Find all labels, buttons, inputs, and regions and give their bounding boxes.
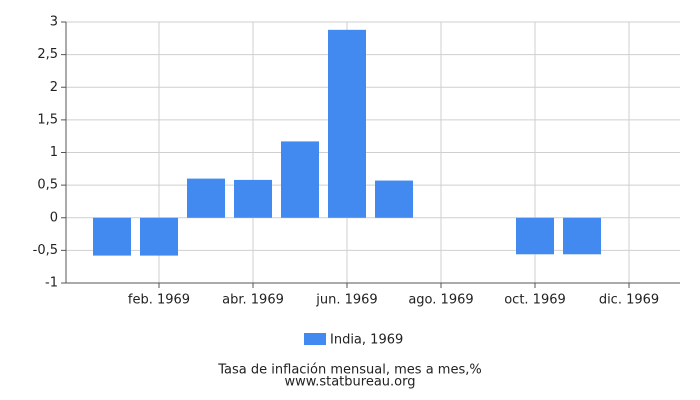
y-tick-label: 1 [50, 145, 58, 160]
y-tick-label: 0,5 [37, 178, 58, 193]
bar [93, 217, 131, 256]
x-tick-label: jun. 1969 [315, 293, 377, 308]
source: www.statbureau.org [285, 375, 416, 390]
bar [140, 217, 178, 256]
x-tick-label: ago. 1969 [408, 293, 473, 308]
legend-label: India, 1969 [330, 333, 403, 348]
chart-title: Tasa de inflación mensual, mes a mes,% [217, 363, 481, 378]
bar [563, 217, 601, 255]
legend-swatch [304, 333, 326, 345]
bar [375, 180, 413, 218]
x-tick-label: oct. 1969 [504, 293, 566, 308]
x-tick-label: abr. 1969 [222, 293, 284, 308]
y-tick-label: 1,5 [37, 112, 58, 127]
y-tick-label: 2 [50, 80, 58, 95]
y-tick-label: -1 [45, 276, 58, 291]
y-tick-label: 2,5 [37, 47, 58, 62]
bar [516, 217, 554, 255]
bar [234, 179, 272, 218]
y-tick-label: -0,5 [33, 243, 58, 258]
y-tick-label: 0 [50, 210, 58, 225]
bar [281, 141, 319, 218]
y-tick-label: 3 [50, 15, 58, 30]
bar [328, 29, 366, 218]
x-tick-label: dic. 1969 [599, 293, 659, 308]
x-tick-label: feb. 1969 [128, 293, 190, 308]
bar [187, 178, 225, 218]
